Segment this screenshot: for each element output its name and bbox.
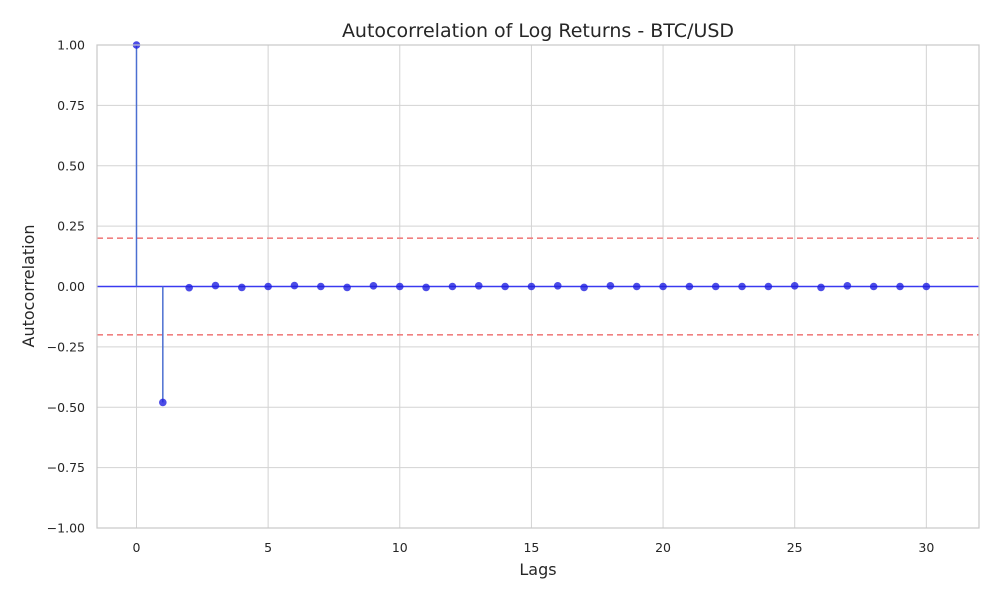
x-tick-label: 5 (264, 540, 272, 555)
acf-point (185, 283, 193, 292)
x-tick-label: 30 (918, 540, 934, 555)
plot-frame (96, 44, 980, 529)
acf-point (632, 282, 641, 291)
acf-point (290, 281, 299, 290)
y-tick-label: 1.00 (57, 38, 85, 53)
x-tick-label: 25 (787, 540, 803, 555)
y-tick-label: −0.50 (47, 400, 85, 415)
acf-point (580, 283, 588, 292)
y-tick-label: 0.00 (57, 279, 85, 294)
acf-point (316, 282, 325, 291)
y-tick-label: −1.00 (47, 521, 85, 536)
acf-point (738, 282, 746, 291)
y-tick-label: −0.75 (47, 460, 85, 475)
acf-point (817, 283, 825, 292)
y-tick-label: −0.25 (47, 339, 85, 354)
x-axis-label: Lags (519, 560, 556, 579)
acf-point (764, 282, 773, 291)
acf-point (685, 282, 694, 291)
x-tick-label: 20 (655, 540, 671, 555)
acf-point (211, 281, 220, 290)
acf-point (343, 283, 351, 292)
acf-point (790, 281, 799, 290)
markers (132, 41, 931, 407)
acf-point (369, 281, 378, 290)
y-axis-label: Autocorrelation (19, 225, 38, 348)
acf-point (527, 282, 536, 291)
acf-point (869, 282, 878, 291)
acf-point (659, 282, 667, 291)
y-tick-label: 0.75 (57, 98, 85, 113)
x-tick-label: 15 (523, 540, 539, 555)
acf-point (896, 282, 904, 291)
acf-point (553, 281, 562, 290)
acf-point (395, 282, 404, 291)
acf-point (474, 281, 483, 290)
y-tick-labels: 1.00 0.75 0.50 0.25 0.00 −0.25 −0.50 −0.75 −1.00 (47, 38, 85, 536)
y-tick-label: 0.50 (57, 158, 85, 173)
acf-point (922, 282, 931, 291)
confidence-bounds (97, 237, 979, 336)
acf-point (159, 398, 167, 407)
x-tick-labels: 0 5 10 15 20 25 30 (133, 540, 935, 555)
acf-point (606, 281, 615, 290)
acf-point (711, 282, 720, 291)
y-tick-label: 0.25 (57, 219, 85, 234)
chart-title: Autocorrelation of Log Returns - BTC/USD (342, 20, 734, 42)
x-tick-label: 0 (133, 540, 141, 555)
acf-point (501, 282, 509, 291)
acf-point (448, 282, 457, 291)
acf-point (264, 282, 272, 291)
acf-point (843, 281, 852, 290)
acf-point (422, 283, 430, 292)
x-tick-label: 10 (392, 540, 408, 555)
acf-point (238, 283, 246, 292)
